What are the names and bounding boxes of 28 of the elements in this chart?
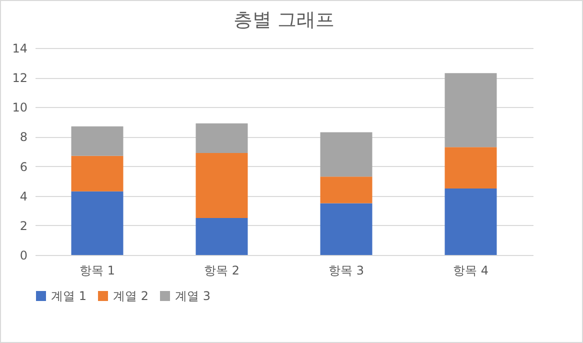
bar bbox=[71, 126, 124, 156]
legend-label: 계열 2 bbox=[113, 289, 148, 303]
bar bbox=[320, 132, 372, 177]
bar bbox=[196, 218, 248, 255]
bar bbox=[444, 147, 497, 188]
y-tick-label: 14 bbox=[12, 42, 28, 56]
x-tick-label: 항목 3 bbox=[328, 264, 364, 278]
x-tick-label: 항목 2 bbox=[204, 264, 240, 278]
y-tick-label: 2 bbox=[20, 218, 28, 233]
bar bbox=[320, 176, 372, 204]
y-tick-label: 8 bbox=[20, 130, 28, 144]
bar bbox=[71, 191, 124, 255]
y-tick-label: 12 bbox=[12, 71, 28, 86]
legend-label: 계열 1 bbox=[51, 289, 86, 303]
y-tick-label: 10 bbox=[12, 100, 28, 115]
x-tick-label: 항목 1 bbox=[80, 264, 115, 278]
bar bbox=[444, 188, 497, 255]
bar bbox=[196, 152, 248, 218]
bar bbox=[196, 123, 248, 153]
bar bbox=[444, 73, 497, 148]
bar bbox=[71, 156, 124, 192]
y-tick-label: 6 bbox=[20, 160, 28, 174]
y-tick-label: 4 bbox=[20, 189, 28, 204]
bar bbox=[320, 203, 372, 255]
chart-title: 층별 그래프 bbox=[233, 9, 335, 31]
y-tick-label: 0 bbox=[20, 248, 28, 262]
legend-label: 계열 3 bbox=[175, 289, 210, 303]
x-tick-label: 항목 4 bbox=[453, 264, 488, 278]
